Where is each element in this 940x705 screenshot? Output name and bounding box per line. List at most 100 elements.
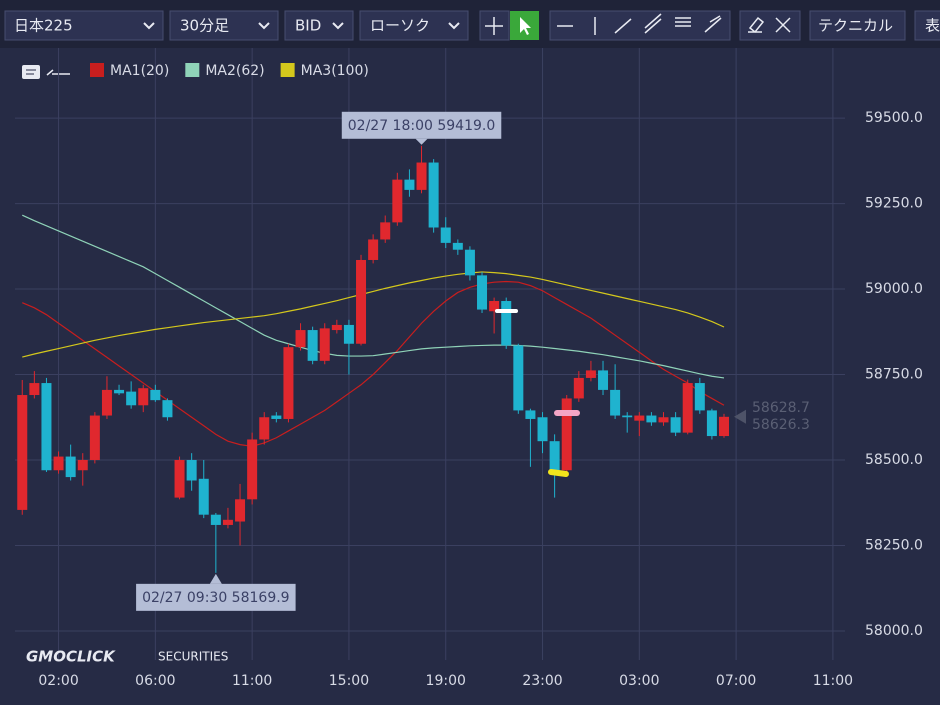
y-tick-label: 58750.0: [865, 367, 923, 383]
price-tooltip: 02/27 18:00 59419.0: [341, 111, 502, 145]
candle-body: [186, 459, 197, 481]
candle-body: [682, 383, 693, 433]
candle-body: [295, 330, 306, 348]
candle-body: [525, 410, 536, 419]
candle-body: [235, 499, 246, 522]
symbol: 日本225: [14, 17, 73, 35]
candle-body: [610, 389, 621, 416]
chart-style: ローソク: [370, 17, 430, 35]
last-price-label: 58628.7: [752, 400, 810, 416]
candle-body: [670, 417, 681, 433]
y-tick-label: 58250.0: [865, 537, 923, 553]
ma-line: [22, 271, 725, 358]
candle-body: [646, 415, 657, 423]
candle-body: [392, 179, 403, 223]
candle-body: [634, 415, 645, 421]
watermark-brand: GMOCLICK: [26, 648, 116, 666]
candle-body: [198, 478, 209, 515]
x-tick-label: 02:00: [38, 673, 78, 689]
candle-body: [17, 395, 28, 510]
erase-tools[interactable]: [739, 10, 801, 41]
candle-body: [356, 259, 367, 344]
x-tick-label: 11:00: [232, 673, 272, 689]
candle-body: [694, 383, 705, 411]
candle-body: [210, 514, 221, 525]
candle-body: [537, 417, 548, 442]
legend-label: MA1(20): [110, 63, 169, 79]
chevron: [448, 22, 460, 30]
last-price-label: 58626.3: [752, 417, 810, 433]
legend-icons: [22, 65, 70, 79]
candle-body: [247, 439, 258, 500]
candle-body: [477, 275, 488, 310]
style-select[interactable]: [359, 10, 469, 41]
x-tick-label: 03:00: [619, 673, 659, 689]
tooltip-text: 02/27 18:00 59419.0: [348, 118, 496, 134]
icon: [46, 69, 70, 76]
tooltip-pointer: [415, 138, 428, 145]
x-tick-label: 07:00: [716, 673, 756, 689]
chevron: [332, 22, 344, 30]
y-tick-label: 59250.0: [865, 196, 923, 212]
candle-body: [440, 227, 451, 243]
candle-body: [101, 389, 112, 416]
candle-body: [126, 391, 137, 406]
candle-body: [77, 459, 88, 471]
table-button[interactable]: [914, 10, 940, 41]
ma-line: [22, 214, 725, 379]
candle-body: [585, 370, 596, 378]
timeframe-select[interactable]: [169, 10, 279, 41]
technical-button[interactable]: [809, 10, 906, 41]
legend-swatch: [185, 63, 200, 77]
legend-swatch: [90, 63, 104, 77]
candle-body: [222, 519, 233, 525]
candle-body: [561, 398, 572, 471]
tooltip-box: [136, 583, 296, 611]
icon: [485, 17, 503, 35]
candle-body: [549, 441, 560, 471]
candle-body: [622, 415, 633, 418]
candle-body: [343, 324, 354, 344]
chevron: [143, 22, 155, 30]
candle-body: [719, 416, 730, 437]
comment-icon[interactable]: [22, 65, 40, 79]
candle-body: [53, 456, 64, 471]
legend-label: MA3(100): [301, 63, 369, 79]
candle-body: [501, 301, 512, 346]
candle-body: [162, 400, 173, 418]
symbol-select[interactable]: [4, 10, 164, 41]
icon: [26, 69, 36, 75]
candle-body: [598, 370, 609, 390]
drawing: [548, 469, 569, 477]
timeframe: 30分足: [180, 17, 229, 35]
candle-body: [489, 301, 500, 312]
x-tick-label: 23:00: [522, 673, 562, 689]
candle-body: [452, 242, 463, 250]
toolbar: 日本225 30分足 BID ローソク テクニカル 表: [0, 0, 940, 48]
candle-body: [416, 162, 427, 190]
y-tick-label: 58000.0: [865, 623, 923, 639]
candle-body: [464, 249, 475, 276]
candle-body: [114, 389, 125, 394]
draw-tools[interactable]: [549, 10, 731, 41]
x-tick-label: 06:00: [135, 673, 175, 689]
icon: [520, 17, 531, 35]
technical: テクニカル: [818, 17, 893, 35]
candle-body: [65, 456, 76, 478]
candle-body: [706, 410, 717, 437]
candle-body: [404, 179, 415, 190]
candle-body: [29, 383, 40, 396]
tooltip-pointer: [209, 573, 222, 584]
candle-body: [174, 459, 185, 498]
table: 表: [925, 17, 940, 35]
candle-body: [513, 345, 524, 411]
y-tick-label: 58500.0: [865, 452, 923, 468]
tooltip-text: 02/27 09:30 58169.9: [142, 590, 290, 606]
x-tick-label: 19:00: [426, 673, 466, 689]
last-price-marker: [734, 409, 746, 424]
x-tick-label: 11:00: [813, 673, 853, 689]
candle-body: [331, 324, 342, 331]
tooltip-box: [341, 111, 502, 139]
y-tick-label: 59500.0: [865, 110, 923, 126]
